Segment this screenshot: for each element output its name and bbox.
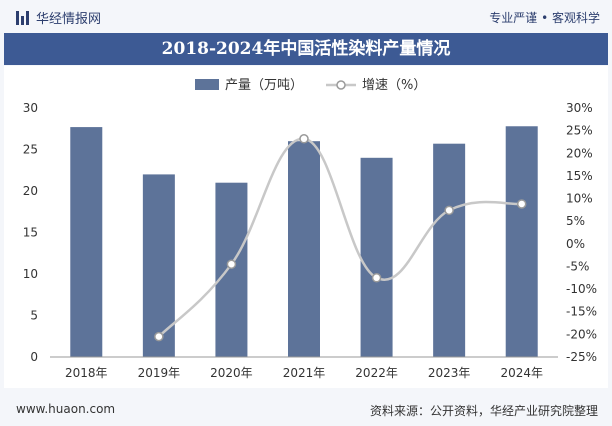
y-right-tick-label: -10% [566,282,597,296]
footer-source: 资料来源：公开资料，华经产业研究院整理 [369,404,598,418]
logo-icon [16,10,30,25]
legend-line-marker [336,80,346,90]
footer: www.huaon.com 资料来源：公开资料，华经产业研究院整理 [0,392,612,426]
footer-url[interactable]: www.huaon.com [16,402,116,416]
line-series [154,134,527,342]
brand-name: 华经情报网 [36,12,102,27]
bar-2023年 [433,143,466,357]
y-left-tick-label: 10 [23,267,38,281]
growth-point-2020年 [226,259,237,269]
x-tick-label: 2018年 [65,366,108,380]
top-bar: 华经情报网 专业严谨 • 客观科学 [0,0,612,32]
bar-2020年 [215,182,248,357]
growth-point-2019年 [154,331,164,342]
bar-2022年 [360,157,393,357]
chart-title: 2018-2024年中国活性染料产量情况 [4,33,608,65]
growth-point-2023年 [444,205,454,216]
bar-2024年 [505,126,538,357]
legend-bar-label: 产量（万吨） [225,78,303,93]
y-left-tick-label: 5 [30,309,38,323]
legend-bar-swatch [195,79,219,90]
brand[interactable]: 华经情报网 [16,8,101,27]
x-tick-label: 2022年 [355,366,398,380]
y-right-tick-label: -20% [566,327,597,341]
legend-line-label: 增速（%） [362,78,426,93]
bar-2018年 [70,127,103,357]
y-right-tick-label: 25% [566,124,593,138]
y-left-tick-label: 25 [23,143,38,157]
bar-2019年 [142,174,175,357]
growth-point-2022年 [371,273,382,283]
y-right-tick-label: 10% [566,192,593,206]
y-left-tick-label: 20 [23,184,38,198]
y-right-tick-label: 20% [566,146,593,160]
chart: 0 5 10 15 20 25 30 -25% -20% -15% -10% -5% 0% 5% 10% 15… [23,78,597,380]
legend: 产量（万吨） 增速（%） [195,78,426,93]
axes: 0 5 10 15 20 25 30 -25% -20% -15% -10% -5% 0% 5% 10% 15… [23,101,597,380]
y-right-tick-label: 0% [566,237,585,251]
y-left-tick-label: 30 [23,101,38,115]
bar-2021年 [288,141,320,357]
y-right-tick-label: -15% [566,305,597,319]
y-right-tick-label: -25% [566,350,597,364]
y-left-tick-label: 15 [23,226,38,240]
growth-line [157,137,522,338]
x-tick-label: 2024年 [500,366,543,380]
bar-series [70,126,538,357]
y-right-tick-label: 30% [566,101,593,115]
y-left-tick-label: 0 [30,350,38,364]
y-right-tick-label: -5% [566,259,589,273]
y-right-tick-label: 15% [566,169,593,183]
x-tick-label: 2021年 [283,366,326,380]
y-right-tick-label: 5% [566,214,585,228]
x-tick-label: 2019年 [138,366,181,380]
growth-point-2024年 [516,199,527,209]
growth-point-2021年 [299,134,309,144]
slogan: 专业严谨 • 客观科学 [489,11,600,25]
x-tick-label: 2023年 [428,366,471,380]
x-tick-label: 2020年 [210,366,253,380]
